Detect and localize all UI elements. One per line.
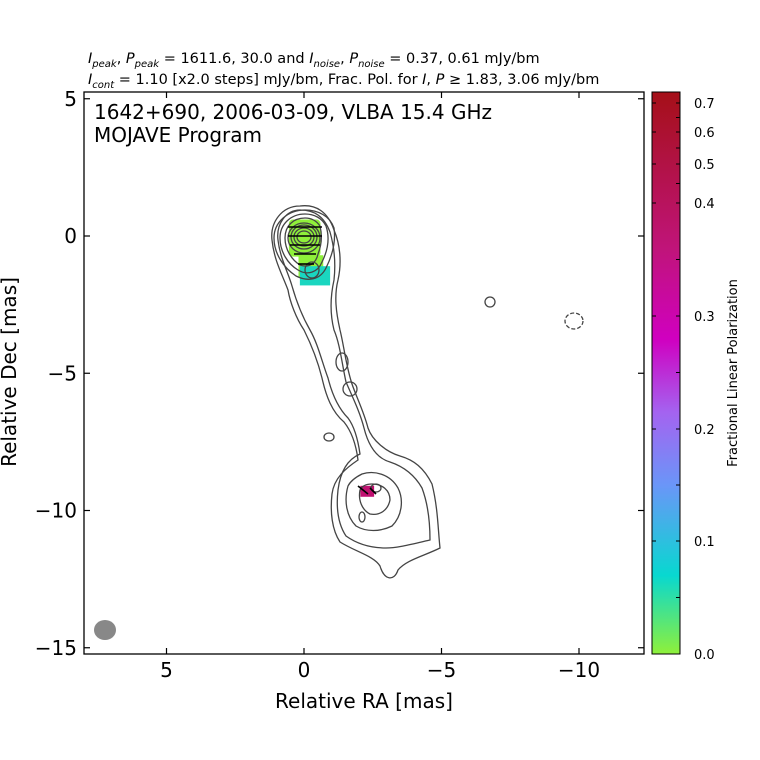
plot-label-program: MOJAVE Program — [94, 123, 262, 147]
axis-ticks — [84, 92, 644, 654]
contour-isolated-1 — [484, 296, 496, 308]
x-tick-label: 5 — [160, 658, 173, 682]
pol-jet-patch — [299, 266, 331, 286]
colorbar-tick-label: 0.0 — [694, 648, 715, 663]
y-tick-label: −5 — [48, 361, 77, 385]
contour-outer-jet — [271, 205, 441, 579]
header-line-1: Ipeak, Ppeak = 1611.6, 30.0 and Inoise, … — [88, 51, 540, 70]
colorbar-tick-label: 0.1 — [694, 535, 715, 550]
pol-lobe-patch — [360, 485, 375, 497]
contour-core-7 — [296, 230, 312, 244]
plot-area: 5 0 −5 −10 5 0 −5 −10 −15 1642+690, 2006-03-09, … — [35, 87, 645, 682]
beam-ellipse — [94, 620, 116, 640]
colorbar-tick-label: 0.7 — [694, 97, 715, 112]
contour-jet-2 — [277, 209, 431, 549]
x-tick-label: −10 — [558, 658, 600, 682]
contour-isolated-negative — [564, 312, 584, 330]
contour-core-8 — [304, 261, 320, 279]
evpa-vector-7 — [369, 487, 377, 495]
contour-core-2 — [279, 213, 329, 274]
contour-core-4 — [287, 222, 321, 254]
plot-frame — [83, 91, 645, 655]
colorbar-gradient — [651, 91, 681, 655]
colorbar-tick-label: 0.3 — [694, 310, 715, 325]
y-tick-label: 5 — [64, 87, 77, 111]
colorbar: 0.0 0.1 0.2 0.3 0.4 0.5 0.6 0.7 Fractional Line… — [651, 91, 741, 663]
y-axis-label: Relative Dec [mas] — [0, 277, 21, 467]
colorbar-tick-labels: 0.0 0.1 0.2 0.3 0.4 0.5 0.6 0.7 — [694, 97, 715, 663]
contour-core-5 — [290, 224, 318, 250]
contour-core-1 — [273, 209, 336, 280]
x-axis-label: Relative RA [mas] — [275, 689, 453, 713]
evpa-vector-6 — [357, 485, 369, 495]
contour-lobe-inner — [345, 471, 403, 532]
colorbar-label: Fractional Linear Polarization — [726, 279, 741, 467]
colorbar-tick-label: 0.2 — [694, 423, 715, 438]
colorbar-ticks — [652, 102, 680, 655]
colorbar-tick-label: 0.6 — [694, 126, 715, 141]
x-tick-label: 0 — [298, 658, 311, 682]
y-tick-label: −15 — [35, 636, 77, 660]
plot-label-source: 1642+690, 2006-03-09, VLBA 15.4 GHz — [94, 100, 492, 124]
polarization-vectors — [288, 226, 377, 495]
colorbar-tick-label: 0.5 — [694, 158, 715, 173]
contour-blob-1 — [335, 352, 349, 372]
y-tick-label: 0 — [64, 224, 77, 248]
contour-blob-3 — [323, 432, 335, 442]
contour-core-6 — [293, 227, 315, 247]
y-tick-label: −10 — [35, 499, 77, 523]
contour-lines — [271, 205, 584, 579]
contour-lobe-inner-2 — [358, 483, 391, 516]
colorbar-tick-label: 0.4 — [694, 197, 715, 212]
contour-blob-4 — [358, 511, 366, 523]
x-tick-label: −5 — [427, 658, 456, 682]
contour-blob-2 — [342, 381, 358, 397]
tick-labels: 5 0 −5 −10 5 0 −5 −10 −15 — [35, 87, 600, 682]
header-line-2: Icont = 1.10 [x2.0 steps] mJy/bm, Frac. … — [88, 72, 599, 91]
